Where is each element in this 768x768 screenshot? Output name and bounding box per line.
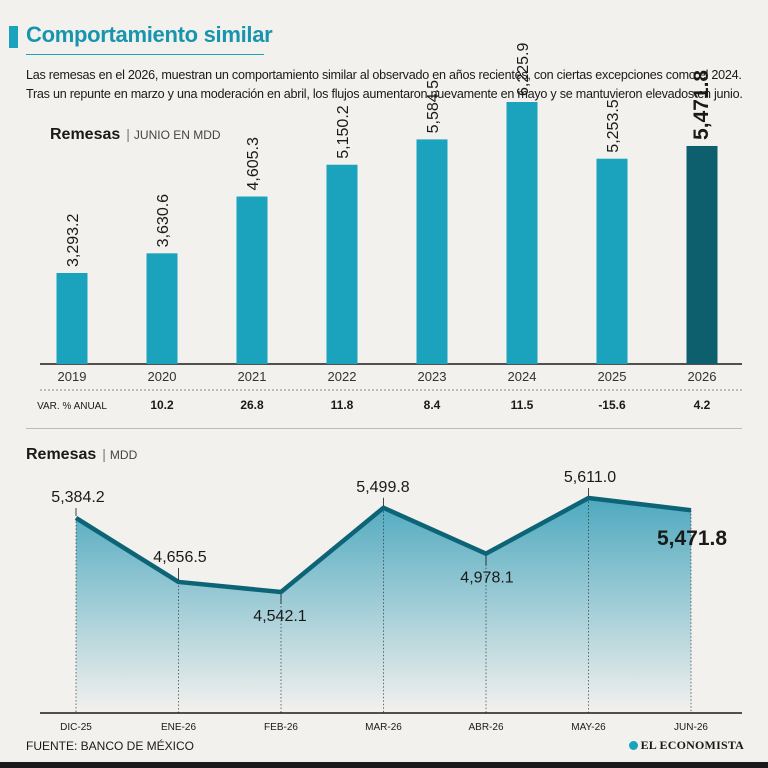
point-value-label: 5,384.2 bbox=[51, 489, 104, 506]
bar bbox=[506, 102, 538, 364]
point-value-label: 5,499.8 bbox=[356, 479, 409, 496]
bar-category-label: 2019 bbox=[58, 369, 87, 384]
bar bbox=[596, 158, 628, 364]
bar bbox=[236, 196, 268, 364]
variation-label: VAR. % ANUAL bbox=[37, 401, 107, 412]
bar-value-label: 3,293.2 bbox=[65, 214, 82, 267]
month-label: JUN-26 bbox=[674, 722, 708, 733]
line-chart: 5,384.2 DIC-25 4,656.5 ENE-26 4,542.1 FEB-26 5… bbox=[40, 469, 742, 733]
intro-text: Las remesas en el 2026, muestran un comp… bbox=[26, 68, 743, 101]
bar-value-label: 5,584.5 bbox=[425, 80, 442, 133]
point-value-label: 4,542.1 bbox=[253, 608, 306, 625]
bar-value-label: 5,150.2 bbox=[335, 105, 352, 158]
bar-category-label: 2021 bbox=[238, 369, 267, 384]
bar-chart-title: Remesas bbox=[50, 126, 121, 143]
bar-category-label: 2025 bbox=[598, 369, 627, 384]
bar-value-label: 5,471.8 bbox=[690, 70, 713, 140]
variation-value: -15.6 bbox=[598, 398, 626, 412]
bar bbox=[146, 253, 178, 364]
bar bbox=[56, 273, 88, 364]
line-chart-subtitle: MDD bbox=[109, 448, 138, 462]
bar-category-label: 2020 bbox=[148, 369, 177, 384]
bar-category-label: 2026 bbox=[688, 369, 717, 384]
bar-category-label: 2024 bbox=[508, 369, 537, 384]
line-chart-title: Remesas bbox=[26, 446, 97, 463]
title-accent-bar bbox=[9, 26, 18, 48]
title-underline bbox=[26, 54, 264, 55]
bar-category-label: 2023 bbox=[418, 369, 447, 384]
section-divider bbox=[26, 428, 742, 429]
bar-value-label: 5,253.5 bbox=[605, 99, 622, 152]
month-label: FEB-26 bbox=[264, 722, 298, 733]
brand-logo: EL ECONOMISTA bbox=[628, 738, 744, 753]
bar-category-label: 2022 bbox=[328, 369, 357, 384]
brand-name: EL ECONOMISTA bbox=[640, 738, 744, 752]
bar-value-label: 6,225.9 bbox=[515, 43, 532, 96]
bar-value-label: 3,630.6 bbox=[155, 194, 172, 247]
point-value-label: 4,656.5 bbox=[153, 549, 206, 566]
bar bbox=[326, 164, 358, 364]
variation-value: 11.8 bbox=[331, 398, 354, 412]
variation-value: 11.5 bbox=[511, 398, 534, 412]
bar bbox=[416, 139, 448, 364]
point-value-label: 5,611.0 bbox=[564, 469, 616, 486]
bar-value-label: 4,605.3 bbox=[245, 137, 262, 190]
source-note: FUENTE: BANCO DE MÉXICO bbox=[26, 739, 195, 753]
area-fill bbox=[76, 498, 691, 713]
variation-value: 8.4 bbox=[424, 398, 441, 412]
brand-dot-icon bbox=[628, 741, 638, 750]
bar-chart: 3,293.2 2019 3,630.6 2020 4,605.3 2021 5,150.2… bbox=[37, 43, 742, 412]
month-label: DIC-25 bbox=[60, 722, 92, 733]
bar bbox=[686, 145, 718, 364]
point-value-label: 4,978.1 bbox=[460, 570, 513, 587]
month-label: ABR-26 bbox=[468, 722, 503, 733]
variation-value: 4.2 bbox=[694, 398, 711, 412]
bar-chart-heading: Remesas | JUNIO EN MDD bbox=[50, 126, 221, 143]
variation-value: 10.2 bbox=[150, 398, 174, 412]
page-title: Comportamiento similar bbox=[26, 22, 273, 47]
series-line bbox=[74, 495, 692, 595]
month-label: ENE-26 bbox=[161, 722, 196, 733]
variation-value: 26.8 bbox=[240, 398, 264, 412]
bar-chart-subtitle: JUNIO EN MDD bbox=[133, 128, 221, 142]
line-chart-heading: Remesas | MDD bbox=[26, 446, 138, 463]
month-label: MAR-26 bbox=[365, 722, 402, 733]
month-label: MAY-26 bbox=[571, 722, 606, 733]
point-value-label: 5,471.8 bbox=[657, 527, 727, 550]
